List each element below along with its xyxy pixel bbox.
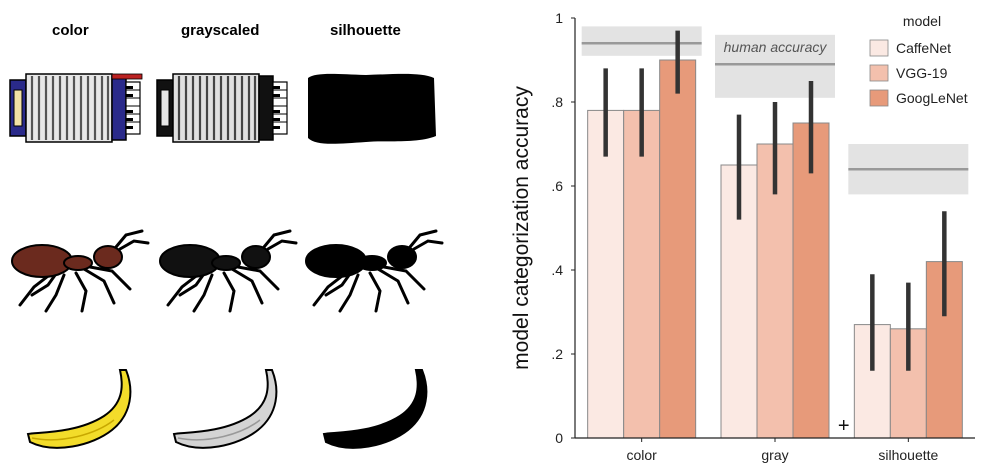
x-tick-label: gray: [761, 447, 788, 463]
y-tick-label: .4: [551, 262, 563, 278]
ant-gray-icon: [158, 229, 298, 313]
human-accuracy-band: [715, 34, 835, 98]
legend-entry-caffenet: CaffeNet: [896, 40, 951, 56]
banana-silhouette-icon: [323, 369, 428, 449]
header-color: color: [52, 22, 89, 39]
y-tick-label: 1: [555, 10, 563, 26]
accuracy-chart: 0 .2 .4 .6 .8 1 color gray silhouette model cat…: [470, 0, 1000, 470]
bar-googlenet-color: [659, 59, 697, 439]
header-silhouette: silhouette: [330, 22, 401, 39]
bar-caffenet-color: [587, 109, 625, 439]
y-axis-label: model categorization accuracy: [510, 86, 533, 370]
x-tick-label: color: [626, 447, 657, 463]
legend-swatch-googlenet: [869, 89, 889, 107]
banana-gray-icon: [173, 369, 278, 449]
legend: model CaffeNet VGG-19 GoogLeNet: [869, 13, 968, 107]
chart-svg: 0 .2 .4 .6 .8 1 color gray silhouette model cat…: [510, 10, 975, 463]
human-accuracy-label: human accuracy: [724, 39, 828, 55]
header-grayscaled: grayscaled: [181, 22, 260, 39]
stimuli-panel: color grayscaled silhouette: [0, 0, 470, 470]
bar-vgg-19-color: [623, 109, 661, 439]
banana-color-icon: [27, 369, 132, 449]
bar-googlenet-gray: [792, 122, 830, 439]
y-tick-label: .2: [551, 346, 563, 362]
ant-silhouette-icon: [304, 229, 444, 313]
legend-swatch-vgg-19: [869, 64, 889, 82]
legend-entry-vgg-19: VGG-19: [896, 65, 948, 81]
accordion-silhouette-icon: [308, 73, 436, 144]
y-tick-label: 0: [555, 430, 563, 446]
accordion-color-icon: [8, 72, 144, 144]
accordion-gray-icon: [155, 72, 291, 144]
legend-entry-googlenet: GoogLeNet: [896, 90, 968, 106]
legend-title: model: [903, 13, 941, 29]
ant-color-icon: [10, 229, 150, 313]
y-tick-label: .8: [551, 94, 563, 110]
plus-annotation: +: [838, 415, 850, 437]
y-tick-label: .6: [551, 178, 563, 194]
stimuli-images: [8, 72, 444, 449]
human-accuracy-band: [581, 26, 702, 56]
legend-swatch-caffenet: [869, 39, 889, 57]
x-tick-label: silhouette: [878, 447, 938, 463]
